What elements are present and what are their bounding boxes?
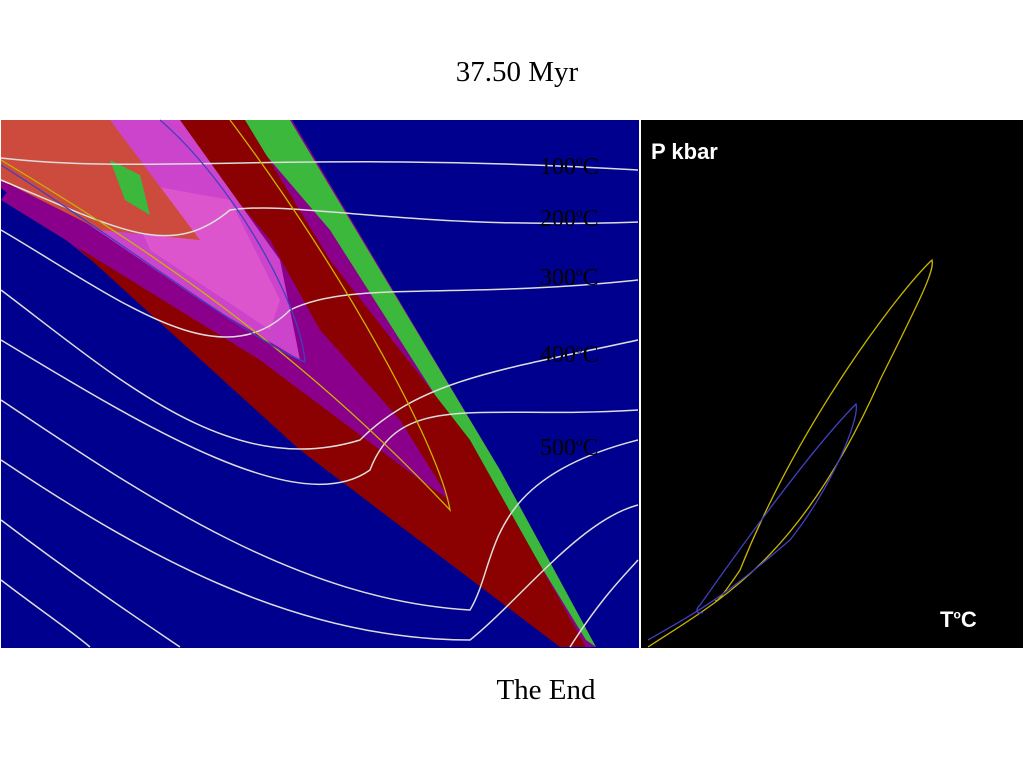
- degree: o: [953, 607, 961, 622]
- label-part: C: [960, 607, 977, 632]
- isotherm-value: 100: [540, 154, 576, 181]
- degree: o: [576, 264, 583, 279]
- label-part: T: [940, 607, 954, 632]
- footer-text: The End: [496, 674, 596, 706]
- model-fields: [1, 120, 596, 647]
- pt-panel: [641, 120, 1023, 648]
- pt-paths: [647, 258, 934, 648]
- isotherms: [0, 157, 639, 648]
- isotherm-label: 200oC: [540, 205, 599, 233]
- isotherm-label: 100oC: [540, 153, 599, 181]
- unit: C: [582, 342, 599, 369]
- degree: o: [576, 341, 583, 356]
- x-axis-label: ToC: [940, 607, 977, 633]
- isotherm-label: 400oC: [540, 341, 599, 369]
- degree: o: [576, 153, 583, 168]
- isotherm-label: 300oC: [540, 264, 599, 292]
- unit: C: [582, 154, 599, 181]
- degree: o: [576, 205, 583, 220]
- isotherm-value: 300: [540, 265, 576, 292]
- isotherm-label: 500oC: [540, 434, 599, 462]
- unit: C: [582, 265, 599, 292]
- isotherm-value: 200: [540, 206, 576, 233]
- isotherm-value: 500: [540, 435, 576, 462]
- y-axis-label: P kbar: [651, 139, 718, 164]
- isotherm-value: 400: [540, 342, 576, 369]
- pt-paths-left: [0, 119, 451, 513]
- degree: o: [576, 434, 583, 449]
- unit: C: [582, 435, 599, 462]
- slide-title: 37.50 Myr: [455, 56, 579, 88]
- unit: C: [582, 206, 599, 233]
